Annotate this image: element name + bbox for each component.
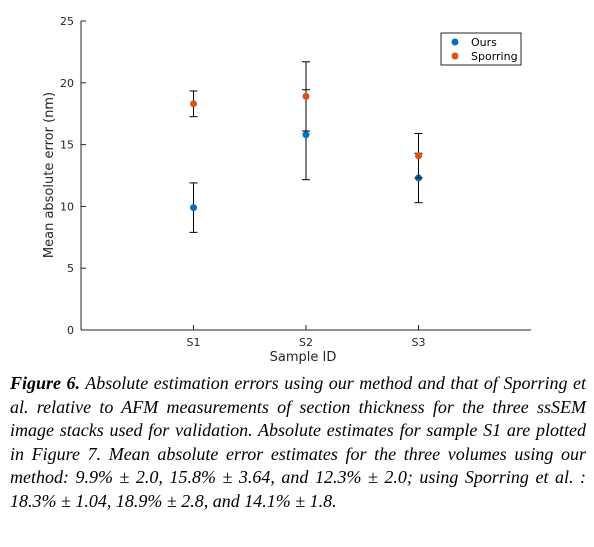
error-chart: 0 5 10 15 20 25 S1 S2 S3 Sample ID Mean absolute…	[42, 15, 531, 365]
data-point	[190, 100, 197, 108]
chart-ticks: 0 5 10 15 20 25 S1 S2 S3	[60, 15, 425, 349]
x-tick-label: S3	[412, 336, 426, 349]
legend-label: Sporring	[471, 50, 518, 63]
y-axis-title: Mean absolute error (nm)	[42, 92, 57, 258]
figure-caption: Figure 6. Absolute estimation errors usi…	[10, 372, 586, 513]
legend-label: Ours	[471, 36, 497, 49]
data-point	[415, 152, 422, 160]
series-1	[189, 61, 423, 179]
legend-marker	[451, 38, 459, 46]
x-tick-label: S2	[299, 336, 313, 349]
y-tick-label: 10	[60, 200, 74, 213]
y-tick-label: 25	[60, 15, 74, 28]
caption-label: Figure 6.	[10, 373, 81, 393]
chart-marks	[189, 61, 423, 233]
legend-marker	[451, 52, 459, 60]
data-point	[190, 204, 197, 212]
series-0	[189, 89, 423, 233]
y-tick-label: 15	[60, 139, 74, 152]
caption-text: Absolute estimation errors using our met…	[10, 373, 586, 511]
data-point	[302, 131, 310, 139]
y-tick-label: 5	[67, 262, 74, 275]
y-tick-label: 0	[67, 324, 74, 337]
x-axis-title: Sample ID	[270, 350, 337, 365]
y-tick-label: 20	[60, 77, 74, 90]
legend-box	[440, 32, 522, 66]
x-tick-label: S1	[187, 336, 201, 349]
data-point	[302, 92, 310, 100]
